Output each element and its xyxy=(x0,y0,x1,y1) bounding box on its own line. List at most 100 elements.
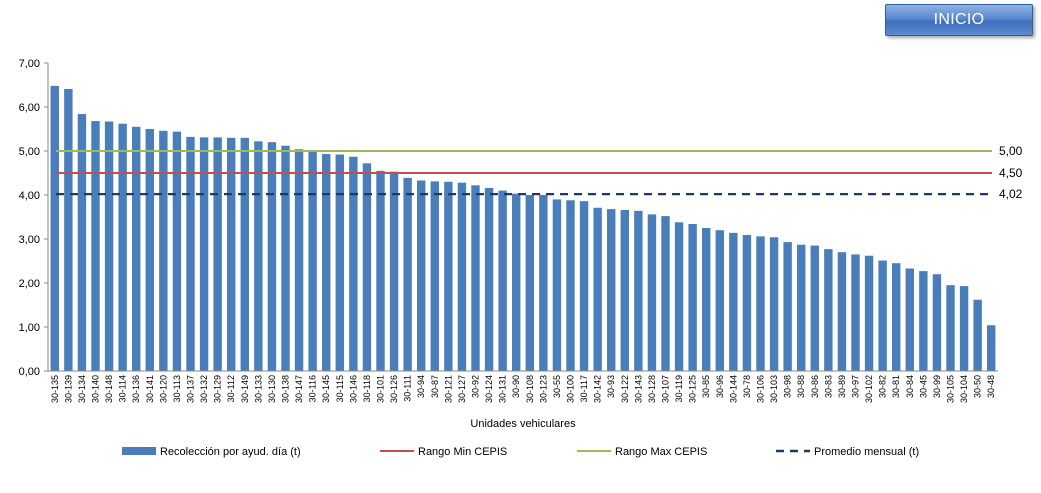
legend: Recolección por ayud. día (t) Rango Min C… xyxy=(122,446,919,458)
x-tick-label: 30-78 xyxy=(742,375,752,398)
bar xyxy=(322,154,331,371)
bar xyxy=(430,181,439,371)
bar xyxy=(593,207,602,371)
bar xyxy=(91,121,100,371)
bar xyxy=(607,209,616,371)
x-tick-label: 30-85 xyxy=(701,375,711,398)
bar xyxy=(64,88,73,372)
y-tick-label: 6,00 xyxy=(19,102,40,114)
bar xyxy=(810,245,819,371)
bar xyxy=(756,236,765,371)
x-tick-label: 30-133 xyxy=(253,375,263,403)
bar xyxy=(932,274,942,371)
legend-label: Promedio mensual (t) xyxy=(814,446,919,458)
bar xyxy=(674,222,684,371)
x-tick-label: 30-107 xyxy=(661,375,671,403)
x-tick-label: 30-88 xyxy=(796,375,806,398)
y-tick-label: 3,00 xyxy=(19,234,40,246)
bar xyxy=(281,145,290,371)
bar xyxy=(905,268,914,371)
x-tick-label: 30-102 xyxy=(864,375,874,403)
x-tick-label: 30-108 xyxy=(525,375,535,403)
bar xyxy=(498,190,507,371)
bar xyxy=(199,137,209,371)
y-tick-label: 1,00 xyxy=(19,322,40,334)
x-tick-label: 30-147 xyxy=(294,375,304,403)
x-tick-label: 30-100 xyxy=(566,375,576,403)
bar xyxy=(715,230,724,371)
x-tick-label: 30-138 xyxy=(281,375,291,403)
bar xyxy=(77,114,87,371)
x-tick-label: 30-141 xyxy=(145,375,155,403)
y-axis: 0,00 1,00 2,00 3,00 4,00 5,00 6,00 7,00 xyxy=(19,58,49,378)
x-tick-label: 30-116 xyxy=(308,375,318,402)
x-tick-label: 30-103 xyxy=(769,375,779,403)
bar xyxy=(878,260,887,371)
x-tick-label: 30-55 xyxy=(552,375,562,398)
x-tick-label: 30-148 xyxy=(104,375,114,403)
reference-line-label: 4,02 xyxy=(999,187,1023,201)
bar xyxy=(308,151,317,371)
bar xyxy=(213,137,222,371)
legend-swatch xyxy=(122,447,156,455)
bar xyxy=(240,137,249,371)
x-tick-label: 30-135 xyxy=(50,375,60,403)
y-tick-label: 0,00 xyxy=(19,366,40,378)
x-tick-label: 30-142 xyxy=(593,375,603,403)
x-tick-label: 30-82 xyxy=(878,375,888,398)
bar xyxy=(959,286,969,371)
x-tick-label: 30-50 xyxy=(973,375,983,398)
bar xyxy=(294,149,304,371)
bar xyxy=(851,254,860,371)
x-tick-label: 30-145 xyxy=(321,375,331,403)
bar xyxy=(145,129,154,371)
x-tick-label: 30-130 xyxy=(267,375,277,403)
bar xyxy=(444,181,453,371)
x-tick-label: 30-128 xyxy=(647,375,657,403)
x-tick-label: 30-96 xyxy=(715,375,725,398)
bar xyxy=(484,187,494,371)
bar xyxy=(159,130,168,371)
x-tick-label: 30-111 xyxy=(403,375,413,402)
bar xyxy=(946,285,955,371)
x-tick-label: 30-143 xyxy=(633,375,643,403)
bar xyxy=(973,299,982,371)
x-tick-label: 30-48 xyxy=(986,375,996,398)
x-tick-label: 30-114 xyxy=(118,375,128,402)
bar xyxy=(579,201,589,371)
y-tick-label: 7,00 xyxy=(19,58,40,70)
bar xyxy=(186,136,195,371)
bar xyxy=(783,242,792,371)
x-tick-label: 30-123 xyxy=(538,375,548,403)
x-tick-label: 30-92 xyxy=(471,375,481,398)
reference-lines: 4,50 5,00 4,02 xyxy=(56,144,1023,201)
x-tick-label: 30-140 xyxy=(91,375,101,403)
x-tick-label: 30-134 xyxy=(77,375,87,403)
legend-label: Rango Max CEPIS xyxy=(615,446,707,458)
x-tick-label: 30-131 xyxy=(498,375,508,403)
x-tick-label: 30-99 xyxy=(932,375,942,398)
bar xyxy=(919,271,928,371)
legend-label: Rango Min CEPIS xyxy=(418,446,507,458)
bar xyxy=(634,210,643,371)
bar xyxy=(389,171,399,371)
x-tick-label: 30-104 xyxy=(959,375,969,403)
x-tick-label: 30-101 xyxy=(376,375,386,403)
bar xyxy=(539,195,548,371)
x-tick-label: 30-89 xyxy=(837,375,847,398)
reference-line-label: 5,00 xyxy=(999,144,1023,158)
bar xyxy=(50,85,59,371)
x-tick-label: 30-119 xyxy=(674,375,684,402)
bar xyxy=(702,228,711,371)
x-tick-label: 30-144 xyxy=(728,375,738,403)
inicio-button[interactable]: INICIO xyxy=(885,4,1033,36)
bar xyxy=(566,200,575,371)
x-tick-label: 30-132 xyxy=(199,375,209,403)
x-tick-label: 30-45 xyxy=(918,375,928,398)
bar xyxy=(797,244,806,371)
y-tick-label: 4,00 xyxy=(19,190,40,202)
bar xyxy=(892,263,901,371)
bar xyxy=(132,126,141,371)
x-tick-label: 30-137 xyxy=(186,375,196,403)
